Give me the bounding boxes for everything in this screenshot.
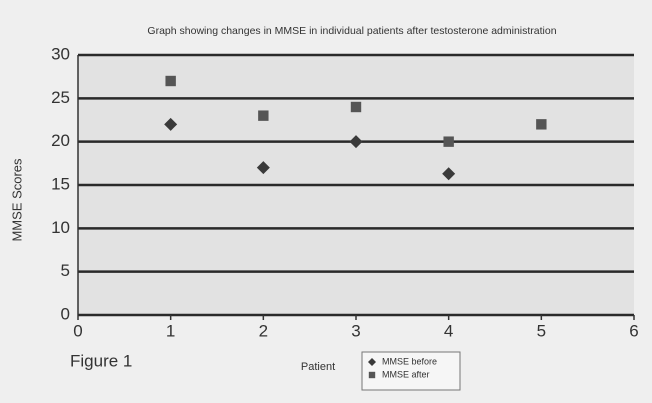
x-tick-label: 4 — [444, 321, 453, 340]
x-tick-label: 6 — [629, 321, 638, 340]
point — [443, 136, 454, 147]
x-tick-label: 1 — [166, 321, 175, 340]
point — [350, 101, 362, 113]
x-tick-label: 2 — [259, 321, 268, 340]
legend-marker — [368, 371, 376, 379]
point — [349, 135, 363, 149]
point — [258, 110, 269, 121]
y-tick-label: 10 — [51, 218, 70, 237]
figure-label: Figure 1 — [70, 351, 132, 370]
y-tick-label: 20 — [51, 131, 70, 150]
legend-box — [361, 351, 461, 391]
y-tick-label: 0 — [61, 304, 70, 323]
chart-title: Graph showing changes in MMSE in individ… — [147, 25, 556, 37]
x-tick-label: 3 — [351, 321, 360, 340]
y-axis-label: MMSE Scores — [9, 158, 24, 242]
point — [164, 117, 178, 131]
x-axis-label: Patient — [301, 361, 335, 373]
legend-marker — [368, 358, 376, 366]
point — [256, 161, 270, 175]
y-tick-label: 25 — [51, 88, 70, 107]
y-tick-label: 30 — [51, 44, 70, 63]
y-tick-label: 5 — [61, 261, 70, 280]
legend-label: MMSE after — [382, 369, 430, 379]
x-tick-label: 0 — [73, 321, 82, 340]
x-tick-label: 5 — [537, 321, 546, 340]
legend-label: MMSE before — [382, 356, 437, 366]
point — [442, 167, 456, 181]
point — [536, 119, 547, 130]
point — [165, 75, 176, 87]
y-tick-label: 15 — [51, 174, 70, 193]
